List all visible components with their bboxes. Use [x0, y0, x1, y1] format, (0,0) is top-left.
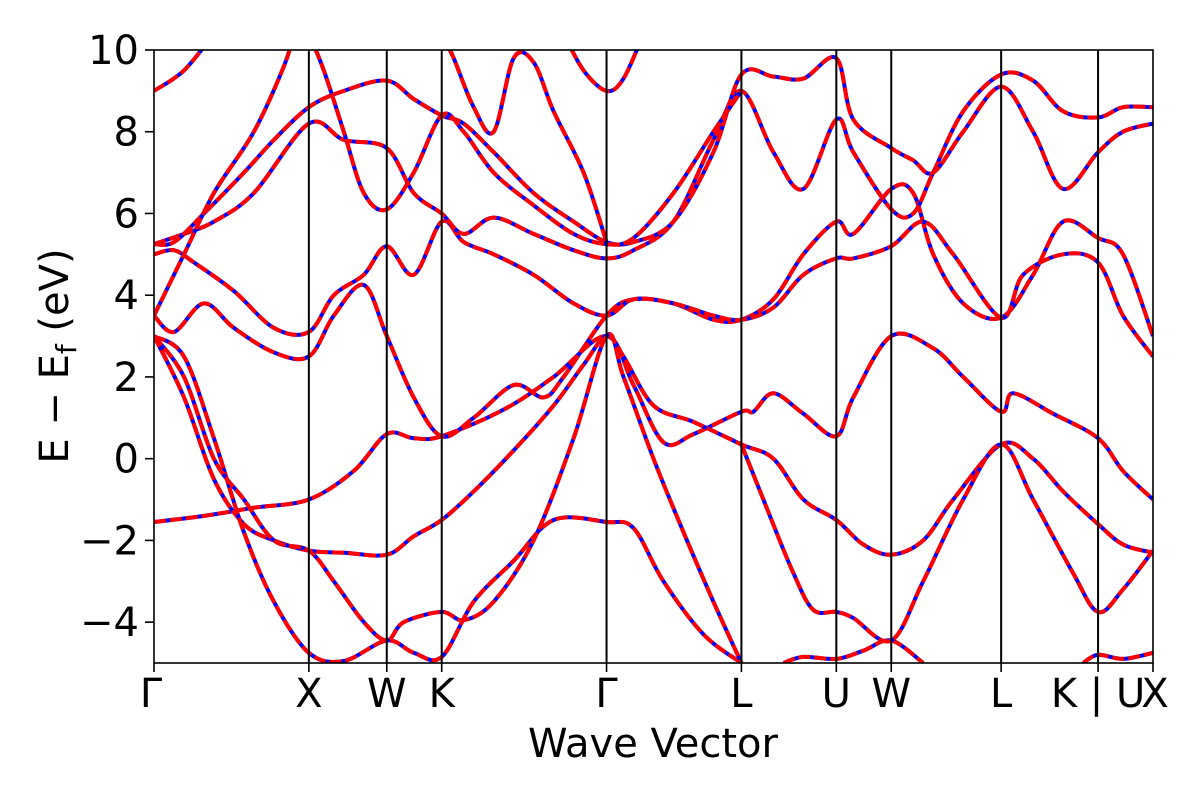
x-tick-label: K | U — [1051, 671, 1145, 717]
y-tick-label: 8 — [114, 110, 139, 156]
band-6 — [154, 218, 1153, 358]
band-14 — [782, 638, 925, 663]
band-13 — [569, 50, 639, 94]
band-line-red-dashed — [782, 638, 925, 663]
plot-frame — [153, 49, 1154, 664]
band-12 — [447, 50, 609, 243]
y-tick-label: −2 — [80, 518, 139, 564]
x-tick-label: K — [429, 671, 457, 717]
y-tick-label: 6 — [114, 191, 139, 237]
band-line-red-dashed — [154, 50, 292, 317]
band-lines — [154, 50, 1153, 663]
band-15 — [1081, 650, 1153, 663]
x-tick-label: U — [822, 671, 851, 717]
band-line-red-dashed — [313, 50, 744, 247]
band-line-red-dashed — [447, 50, 609, 243]
y-axis-label-sub: f — [50, 343, 83, 354]
y-tick-label: −4 — [80, 600, 139, 646]
band-9 — [154, 50, 204, 93]
x-tick-label: Γ — [140, 671, 163, 717]
band-line-red-dashed — [154, 70, 1153, 261]
band-line-red-dashed — [154, 55, 1153, 247]
band-10 — [154, 50, 292, 317]
band-5 — [154, 182, 1153, 439]
y-axis-label: E − Ef (eV) — [32, 248, 83, 463]
x-tick-label: X — [295, 671, 322, 717]
band-7 — [154, 70, 1153, 261]
x-axis-label: Wave Vector — [528, 721, 779, 767]
plot-area — [153, 49, 1154, 664]
band-1 — [154, 331, 1153, 524]
band-line-blue — [313, 50, 744, 247]
band-3 — [154, 334, 743, 663]
band-line-red-dashed — [739, 442, 1153, 644]
band-line-blue — [739, 442, 1153, 644]
y-axis-label-main: E − E — [32, 354, 78, 464]
x-tick-label: X — [1141, 671, 1168, 717]
band-line-blue — [154, 50, 204, 93]
band-11 — [313, 50, 744, 247]
band-line-red-dashed — [154, 50, 204, 93]
band-8 — [154, 55, 1153, 247]
kpoint-divider-lines — [307, 50, 1100, 663]
band-line-blue — [154, 70, 1153, 261]
y-tick-label: 10 — [88, 28, 139, 74]
y-axis-label-unit: (eV) — [32, 248, 78, 344]
band-4 — [154, 332, 744, 663]
band-line-blue — [154, 182, 1153, 439]
band-line-red-dashed — [154, 332, 744, 663]
band-line-red-dashed — [154, 182, 1153, 439]
x-tick-label: Γ — [595, 671, 618, 717]
band-line-red-dashed — [569, 50, 639, 94]
x-tick-label: W — [871, 671, 911, 717]
x-tick-label: L — [730, 671, 753, 717]
band-line-red-dashed — [154, 334, 743, 663]
band-16 — [739, 442, 1153, 644]
x-tick-label: L — [990, 671, 1013, 717]
y-tick-label: 0 — [114, 437, 139, 483]
x-tick-label: W — [367, 671, 407, 717]
y-tick-label: 2 — [114, 355, 139, 401]
band-line-red-dashed — [154, 331, 1153, 524]
band-line-red-dashed — [1081, 650, 1153, 663]
band-line-red-dashed — [154, 218, 1153, 358]
y-tick-label: 4 — [114, 273, 139, 319]
y-axis-ticks: −4 −2 0 2 4 6 8 10 — [80, 28, 154, 646]
